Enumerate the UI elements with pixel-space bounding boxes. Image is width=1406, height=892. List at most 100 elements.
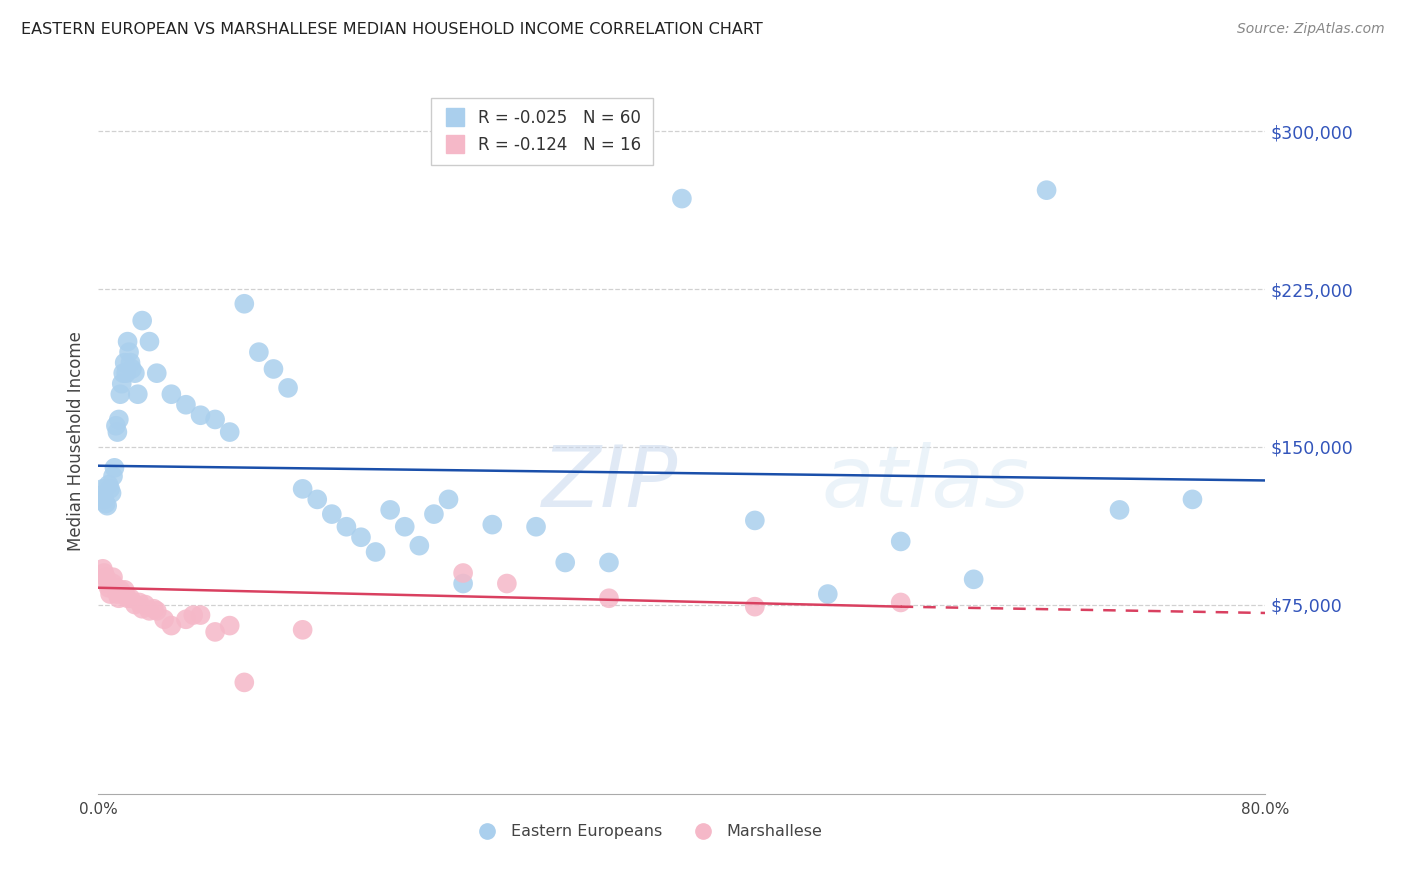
Point xyxy=(321,507,343,521)
Point xyxy=(190,608,212,623)
Point xyxy=(160,618,183,632)
Point xyxy=(101,469,124,483)
Point xyxy=(233,297,256,311)
Point xyxy=(128,595,150,609)
Point xyxy=(744,599,766,614)
Point xyxy=(1108,503,1130,517)
Point xyxy=(91,482,114,496)
Point xyxy=(598,556,620,570)
Point xyxy=(120,591,142,606)
Point xyxy=(120,356,142,370)
Point xyxy=(127,387,149,401)
Point xyxy=(291,623,314,637)
Point xyxy=(174,398,197,412)
Point xyxy=(111,376,134,391)
Point xyxy=(112,587,135,601)
Point xyxy=(101,570,124,584)
Point xyxy=(364,545,387,559)
Point xyxy=(90,488,112,502)
Point xyxy=(524,520,547,534)
Point xyxy=(380,503,402,517)
Point xyxy=(108,591,131,606)
Point xyxy=(96,576,118,591)
Point xyxy=(423,507,446,521)
Point xyxy=(204,624,226,639)
Point xyxy=(138,604,160,618)
Point xyxy=(181,608,204,623)
Point xyxy=(117,334,139,349)
Point xyxy=(112,366,135,380)
Point xyxy=(93,566,115,580)
Point xyxy=(146,604,169,618)
Text: ZIP: ZIP xyxy=(541,442,678,525)
Point xyxy=(817,587,839,601)
Point xyxy=(174,612,197,626)
Point xyxy=(394,520,416,534)
Point xyxy=(233,675,256,690)
Y-axis label: Median Household Income: Median Household Income xyxy=(66,332,84,551)
Text: Source: ZipAtlas.com: Source: ZipAtlas.com xyxy=(1237,22,1385,37)
Text: atlas: atlas xyxy=(823,442,1031,525)
Point xyxy=(93,492,115,507)
Point xyxy=(218,425,240,439)
Point xyxy=(101,576,124,591)
Point xyxy=(437,492,460,507)
Point xyxy=(110,387,132,401)
Point xyxy=(98,587,121,601)
Point xyxy=(890,534,912,549)
Point xyxy=(146,366,169,380)
Point xyxy=(98,482,121,496)
Point xyxy=(100,486,122,500)
Point xyxy=(103,460,125,475)
Point xyxy=(218,618,240,632)
Point xyxy=(350,530,373,544)
Point xyxy=(131,601,153,615)
Legend: Eastern Europeans, Marshallese: Eastern Europeans, Marshallese xyxy=(465,818,828,846)
Point xyxy=(247,345,270,359)
Point xyxy=(307,492,329,507)
Point xyxy=(142,601,165,615)
Point xyxy=(291,482,314,496)
Point xyxy=(554,556,576,570)
Point xyxy=(114,356,136,370)
Point xyxy=(408,539,430,553)
Point xyxy=(115,366,138,380)
Point xyxy=(104,581,127,595)
Point xyxy=(114,582,136,597)
Point xyxy=(598,591,620,606)
Point xyxy=(335,520,357,534)
Point xyxy=(124,598,146,612)
Point xyxy=(263,362,285,376)
Point xyxy=(962,572,984,586)
Point xyxy=(451,576,474,591)
Point xyxy=(91,562,114,576)
Point xyxy=(104,418,127,433)
Point xyxy=(277,381,299,395)
Point xyxy=(96,499,118,513)
Point xyxy=(118,345,141,359)
Point xyxy=(105,425,128,439)
Point xyxy=(153,612,176,626)
Point xyxy=(890,595,912,609)
Point xyxy=(117,591,139,606)
Point xyxy=(124,366,146,380)
Point xyxy=(105,587,128,601)
Point xyxy=(97,477,120,491)
Point xyxy=(496,576,519,591)
Point xyxy=(94,570,117,584)
Point xyxy=(1181,492,1204,507)
Point xyxy=(108,412,131,426)
Point xyxy=(671,192,693,206)
Point xyxy=(134,598,156,612)
Point xyxy=(131,313,153,327)
Point xyxy=(481,517,503,532)
Text: EASTERN EUROPEAN VS MARSHALLESE MEDIAN HOUSEHOLD INCOME CORRELATION CHART: EASTERN EUROPEAN VS MARSHALLESE MEDIAN H… xyxy=(21,22,763,37)
Point xyxy=(110,582,132,597)
Point xyxy=(204,412,226,426)
Point xyxy=(94,497,117,511)
Point xyxy=(1035,183,1057,197)
Point xyxy=(160,387,183,401)
Point xyxy=(744,513,766,527)
Point xyxy=(190,409,212,423)
Point xyxy=(97,581,120,595)
